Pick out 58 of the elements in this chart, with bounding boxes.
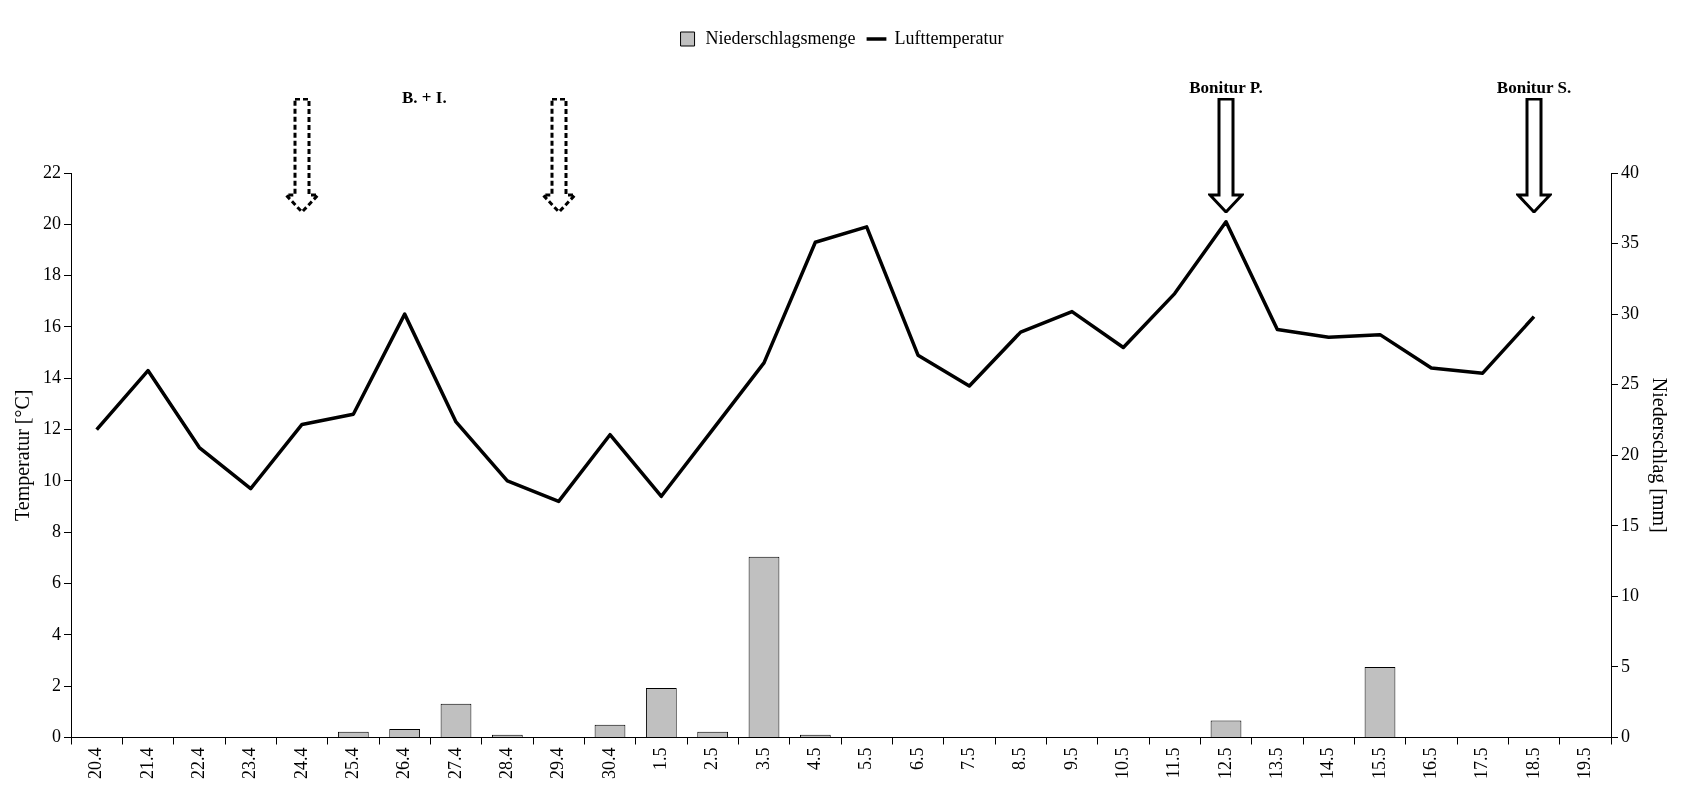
x-tick-label: 9.5 <box>1060 747 1081 770</box>
x-tick-label: 20.4 <box>85 747 106 779</box>
text: B. + I. <box>402 88 447 107</box>
y-axis-title: Temperatur [°C] <box>11 389 35 522</box>
x-tick-label: 7.5 <box>958 747 979 770</box>
y-tick-label: 20 <box>43 213 61 234</box>
y2-tick-label: 5 <box>1621 655 1630 676</box>
text: Bonitur P. <box>1189 78 1263 97</box>
y2-tick-label: 30 <box>1621 302 1639 323</box>
y2-tick-label: 20 <box>1621 443 1639 464</box>
y-tick-label: 0 <box>52 726 61 747</box>
y2-tick-label: 40 <box>1621 161 1639 182</box>
y-tick-label: 22 <box>43 161 61 182</box>
x-tick-label: 2.5 <box>701 747 722 770</box>
y-tick-label: 8 <box>52 520 61 541</box>
x-tick-label: 3.5 <box>752 747 773 770</box>
y2-tick-label: 10 <box>1621 585 1639 606</box>
x-tick-label: 4.5 <box>804 747 825 770</box>
x-tick-label: 15.5 <box>1368 747 1389 779</box>
legend-label: Lufttemperatur <box>894 27 1004 48</box>
x-tick-label: 11.5 <box>1163 747 1184 779</box>
x-tick-label: 14.5 <box>1317 747 1338 779</box>
x-tick-label: 5.5 <box>855 747 876 770</box>
x-tick-label: 19.5 <box>1574 747 1595 779</box>
text: Bonitur S. <box>1496 78 1572 97</box>
y-tick-label: 14 <box>43 367 61 388</box>
x-tick-label: 18.5 <box>1522 747 1543 779</box>
x-tick-label: 16.5 <box>1420 747 1441 779</box>
x-tick-label: 6.5 <box>906 747 927 770</box>
x-tick-label: 26.4 <box>393 747 414 779</box>
y2-tick-label: 15 <box>1621 514 1639 535</box>
x-tick-label: 22.4 <box>188 747 209 779</box>
y2-tick-label: 25 <box>1621 373 1639 394</box>
y-tick-label: 4 <box>52 623 61 644</box>
x-tick-label: 12.5 <box>1214 747 1235 779</box>
y2-tick-label: 35 <box>1621 232 1639 253</box>
y-tick-label: 16 <box>43 315 61 336</box>
x-tick-label: 21.4 <box>136 747 157 779</box>
y-tick-label: 2 <box>52 674 61 695</box>
y-tick-label: 18 <box>43 264 61 285</box>
x-tick-label: 10.5 <box>1112 747 1133 779</box>
x-tick-label: 13.5 <box>1266 747 1287 779</box>
x-tick-label: 29.4 <box>547 747 568 779</box>
x-tick-label: 17.5 <box>1471 747 1492 779</box>
x-tick-label: 28.4 <box>496 747 517 779</box>
y2-axis-title: Niederschlag [mm] <box>1647 377 1671 533</box>
x-tick-label: 24.4 <box>290 747 311 779</box>
y-tick-label: 12 <box>43 418 61 439</box>
x-tick-label: 8.5 <box>1009 747 1030 770</box>
x-tick-label: 30.4 <box>598 747 619 779</box>
y-tick-label: 10 <box>43 469 61 490</box>
x-tick-label: 1.5 <box>650 747 671 770</box>
y2-tick-label: 0 <box>1621 726 1630 747</box>
x-tick-label: 25.4 <box>342 747 363 779</box>
x-tick-label: 23.4 <box>239 747 260 779</box>
x-tick-label: 27.4 <box>444 747 465 779</box>
legend-label: Niederschlagsmenge <box>705 27 856 48</box>
y-tick-label: 6 <box>52 572 61 593</box>
